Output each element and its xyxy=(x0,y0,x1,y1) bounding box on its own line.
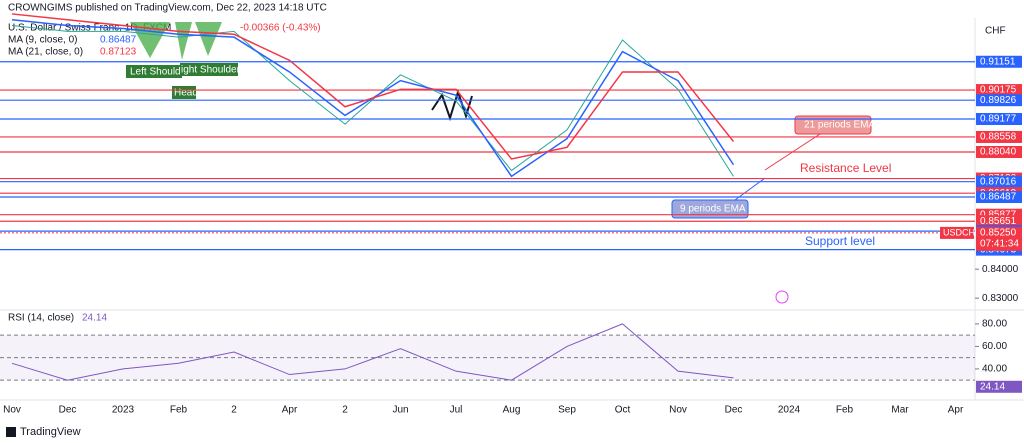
x-tick-label: Jul xyxy=(450,405,463,416)
logo xyxy=(6,427,16,437)
price-label: 0.91151 xyxy=(980,56,1016,67)
countdown: 07:41:34 xyxy=(980,239,1019,250)
symbol: U.S. Dollar / Swiss Franc, 1D, FXCM xyxy=(8,23,171,34)
annotation: Support level xyxy=(805,234,875,248)
pane-title: RSI (14, close) xyxy=(8,313,74,324)
legend-name: MA (9, close, 0) xyxy=(8,35,77,46)
x-tick-label: Sep xyxy=(558,405,576,416)
x-tick-label: 2 xyxy=(231,405,237,416)
price-label-box xyxy=(976,226,1022,251)
price-label-box xyxy=(976,215,1022,228)
current-name: USDCHF xyxy=(943,227,981,237)
label-box xyxy=(172,86,196,99)
price-label: 0.85250 xyxy=(980,228,1017,239)
series-line xyxy=(11,13,735,160)
price-label: 0.85651 xyxy=(980,216,1017,227)
x-tick-label: 2 xyxy=(342,405,348,416)
price-label: 0.90175 xyxy=(980,85,1017,96)
price-label-box xyxy=(976,94,1022,107)
y-tick-label: 0.83000 xyxy=(982,293,1019,304)
current-tag xyxy=(940,226,974,239)
series-line xyxy=(11,25,734,177)
price-label-box xyxy=(976,55,1022,68)
x-tick-label: Dec xyxy=(59,405,77,416)
x-tick-label: Apr xyxy=(948,405,964,416)
price-label-box xyxy=(976,145,1022,158)
callout-box xyxy=(794,115,872,135)
currency: CHF xyxy=(985,26,1006,37)
x-tick-label: Nov xyxy=(3,405,21,416)
legend-value: 0.87123 xyxy=(100,47,137,58)
annotation: 21 periods EMA xyxy=(804,120,875,131)
annotation: Resistance Level xyxy=(800,161,891,175)
price-label: 0.86487 xyxy=(980,192,1017,203)
pattern-shape xyxy=(431,88,473,122)
price-label-box xyxy=(976,113,1022,126)
label-box xyxy=(180,63,238,76)
price-label-box xyxy=(976,84,1022,97)
icon[interactable] xyxy=(775,290,789,304)
y-tick-label: 80.00 xyxy=(982,319,1007,330)
series-line xyxy=(11,323,734,381)
x-tick-label: Mar xyxy=(891,405,909,416)
y-tick-label: 40.00 xyxy=(982,364,1007,375)
price-label: 0.87016 xyxy=(980,176,1017,187)
price-label: 0.89177 xyxy=(980,114,1017,125)
price-label-box xyxy=(976,130,1022,143)
annotation: ight Shoulder xyxy=(181,65,241,76)
footer-brand: TradingView xyxy=(20,426,81,438)
x-tick-label: Dec xyxy=(725,405,743,416)
x-tick-label: Feb xyxy=(836,405,854,416)
annotation: 9 periods EMA xyxy=(680,204,746,215)
x-tick-label: Nov xyxy=(669,405,687,416)
x-tick-label: Apr xyxy=(282,405,298,416)
y-tick-label: 60.00 xyxy=(982,341,1007,352)
x-tick-label: 2023 xyxy=(112,405,135,416)
price-label-box xyxy=(976,380,1022,393)
x-tick-label: Jun xyxy=(392,405,408,416)
legend-value: 0.86487 xyxy=(100,35,137,46)
change: -0.00366 (-0.43%) xyxy=(240,23,321,34)
x-tick-label: Feb xyxy=(170,405,188,416)
price-label-box xyxy=(976,175,1022,188)
price-label: 24.14 xyxy=(980,381,1005,392)
legend-value: 24.14 xyxy=(82,313,107,324)
x-tick-label: Aug xyxy=(503,405,521,416)
callout-box xyxy=(671,199,749,219)
price-label: 0.85877 xyxy=(980,209,1017,220)
label-box xyxy=(126,65,182,78)
legend-name: MA (21, close, 0) xyxy=(8,47,83,58)
x-tick-label: 2024 xyxy=(778,405,801,416)
annotation: Left Shoulde xyxy=(130,67,187,78)
price-label: 0.89826 xyxy=(980,95,1017,106)
publisher: CROWNGIMS published on TradingView.com, … xyxy=(8,3,327,14)
y-tick-label: 0.84000 xyxy=(982,264,1019,275)
x-tick-label: Oct xyxy=(615,405,631,416)
price-label-box xyxy=(976,191,1022,204)
price-label: 0.88040 xyxy=(980,147,1017,158)
price-label: 0.88558 xyxy=(980,132,1017,143)
annotation: Head xyxy=(174,88,198,99)
